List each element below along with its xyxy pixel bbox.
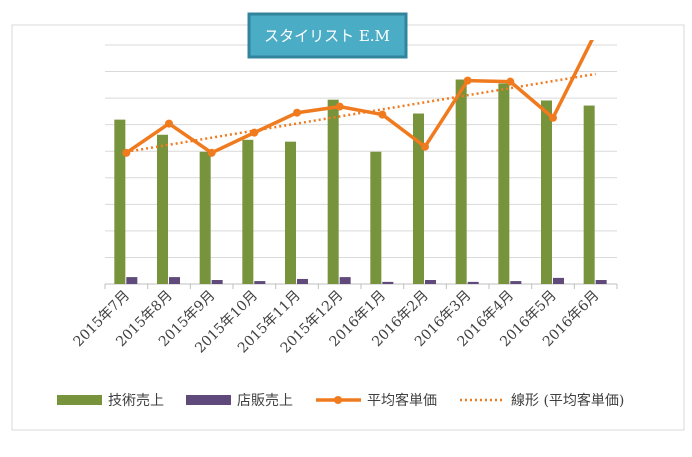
bar bbox=[169, 277, 180, 284]
line-marker bbox=[293, 108, 301, 117]
bar bbox=[242, 139, 254, 284]
bar bbox=[126, 277, 138, 284]
legend-swatch bbox=[57, 395, 102, 405]
line-marker bbox=[378, 110, 387, 119]
bar bbox=[114, 119, 126, 284]
bar bbox=[467, 281, 479, 284]
bar bbox=[510, 281, 522, 284]
legend-label: 線形 (平均客単価) bbox=[511, 392, 624, 409]
legend-swatch bbox=[186, 395, 231, 405]
bar bbox=[157, 134, 168, 284]
bar bbox=[285, 141, 296, 284]
bar bbox=[553, 277, 564, 284]
line-marker bbox=[463, 76, 472, 85]
line-marker bbox=[335, 102, 344, 111]
bar bbox=[297, 278, 308, 284]
chart-frame bbox=[11, 24, 685, 431]
bar bbox=[327, 99, 339, 285]
legend-label: 技術売上 bbox=[108, 393, 164, 409]
line-marker bbox=[549, 113, 557, 122]
line-marker bbox=[207, 148, 216, 157]
bar bbox=[541, 100, 552, 284]
bar bbox=[254, 281, 266, 284]
line-marker bbox=[165, 119, 173, 128]
title-box bbox=[247, 12, 408, 59]
marks bbox=[104, 40, 618, 289]
bar bbox=[498, 83, 510, 284]
bar bbox=[583, 105, 595, 285]
bar bbox=[455, 79, 467, 285]
legend-swatch bbox=[334, 396, 342, 404]
bar bbox=[211, 280, 223, 284]
line-marker bbox=[421, 142, 429, 151]
legend-label: 店販売上 bbox=[237, 393, 293, 409]
chart-title: スタイリスト E.M bbox=[264, 27, 390, 45]
bar bbox=[425, 280, 436, 284]
legend-label: 平均客単価 bbox=[367, 392, 437, 409]
bar bbox=[595, 280, 607, 284]
bar bbox=[370, 151, 382, 284]
bar bbox=[339, 277, 351, 284]
line-marker bbox=[506, 77, 515, 86]
legend: 技術売上 店販売上 平均客単価 線形 (平均客単価) bbox=[57, 392, 624, 409]
line-marker bbox=[122, 148, 131, 157]
line-marker bbox=[250, 128, 259, 137]
bar bbox=[199, 151, 211, 284]
grid bbox=[105, 44, 617, 285]
trendline bbox=[126, 72, 596, 154]
bar bbox=[382, 281, 394, 284]
bar bbox=[413, 113, 424, 284]
